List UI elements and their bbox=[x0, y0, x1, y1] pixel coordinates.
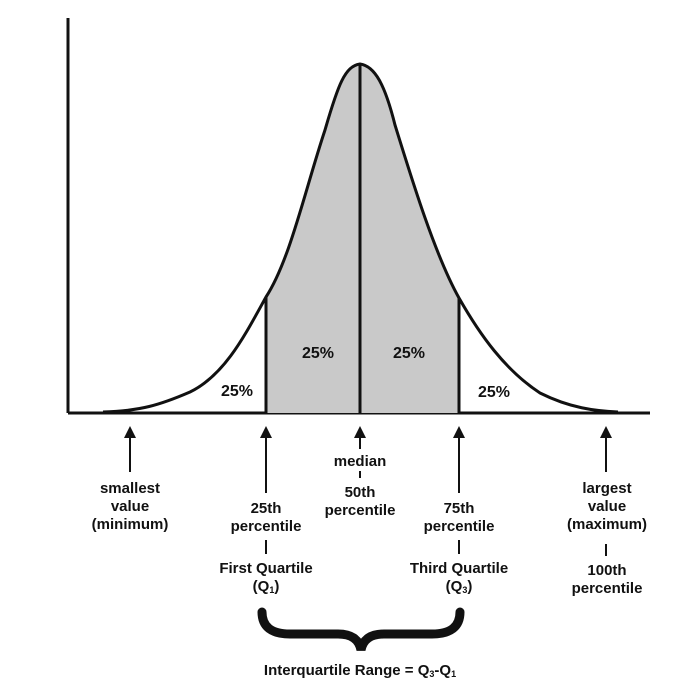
q3-symbol-open: (Q bbox=[445, 578, 463, 595]
q3-name: Third Quartile bbox=[409, 560, 509, 577]
q1-symbol-close: ) bbox=[274, 578, 280, 595]
q1-name-label: First Quartile (Q1) bbox=[196, 560, 336, 599]
median-line2: percentile bbox=[324, 502, 396, 519]
maximum-line4: 100th bbox=[587, 562, 627, 579]
third-quarter-percent: 25% bbox=[392, 345, 426, 362]
q1-arrow bbox=[260, 426, 272, 493]
q1-symbol-sub: 1 bbox=[269, 585, 275, 595]
iqr-brace bbox=[257, 607, 465, 652]
q3-symbol-close: ) bbox=[467, 578, 473, 595]
right-tail-percent: 25% bbox=[477, 384, 511, 401]
q1-symbol: (Q1) bbox=[196, 578, 336, 599]
left-tail-percent: 25% bbox=[220, 383, 254, 400]
q3-percentile-label: 75th percentile bbox=[404, 500, 514, 536]
minimum-line2: value bbox=[110, 498, 150, 515]
q1-line2: percentile bbox=[230, 518, 302, 535]
iqr-label: Interquartile Range = Q3-Q1 bbox=[200, 662, 520, 683]
iqr-prefix: Interquartile Range = Q bbox=[263, 662, 430, 679]
q3-arrow bbox=[453, 426, 465, 493]
maximum-line3: (maximum) bbox=[566, 516, 648, 533]
iqr-sub-b: 1 bbox=[451, 669, 457, 679]
median-percentile-label: 50th percentile bbox=[305, 484, 415, 520]
iqr-sub-a: 3 bbox=[429, 669, 435, 679]
maximum-label: largest value (maximum) bbox=[556, 480, 658, 534]
minimum-line1: smallest bbox=[99, 480, 161, 497]
interquartile-shaded-area bbox=[266, 64, 459, 413]
minimum-label: smallest value (minimum) bbox=[80, 480, 180, 534]
maximum-line2: value bbox=[587, 498, 627, 515]
q1-symbol-open: (Q bbox=[252, 578, 270, 595]
maximum-arrow bbox=[600, 426, 612, 472]
median-line1: 50th bbox=[344, 484, 376, 501]
minimum-arrow bbox=[124, 426, 136, 472]
q3-symbol-sub: 3 bbox=[462, 585, 468, 595]
q3-line1: 75th bbox=[443, 500, 475, 517]
maximum-line1: largest bbox=[582, 480, 632, 497]
q1-name: First Quartile bbox=[219, 560, 313, 577]
maximum-percentile-label: 100th percentile bbox=[556, 562, 658, 598]
q1-percentile-label: 25th percentile bbox=[211, 500, 321, 536]
maximum-line5: percentile bbox=[571, 580, 643, 597]
minimum-line3: (minimum) bbox=[91, 516, 169, 533]
q3-name-label: Third Quartile (Q3) bbox=[386, 560, 532, 599]
second-quarter-percent: 25% bbox=[301, 345, 335, 362]
median-arrow bbox=[354, 426, 366, 449]
q3-symbol: (Q3) bbox=[386, 578, 532, 599]
iqr-dash: -Q bbox=[434, 662, 452, 679]
median-name-label: median bbox=[333, 453, 387, 470]
q3-line2: percentile bbox=[423, 518, 495, 535]
q1-line1: 25th bbox=[250, 500, 282, 517]
